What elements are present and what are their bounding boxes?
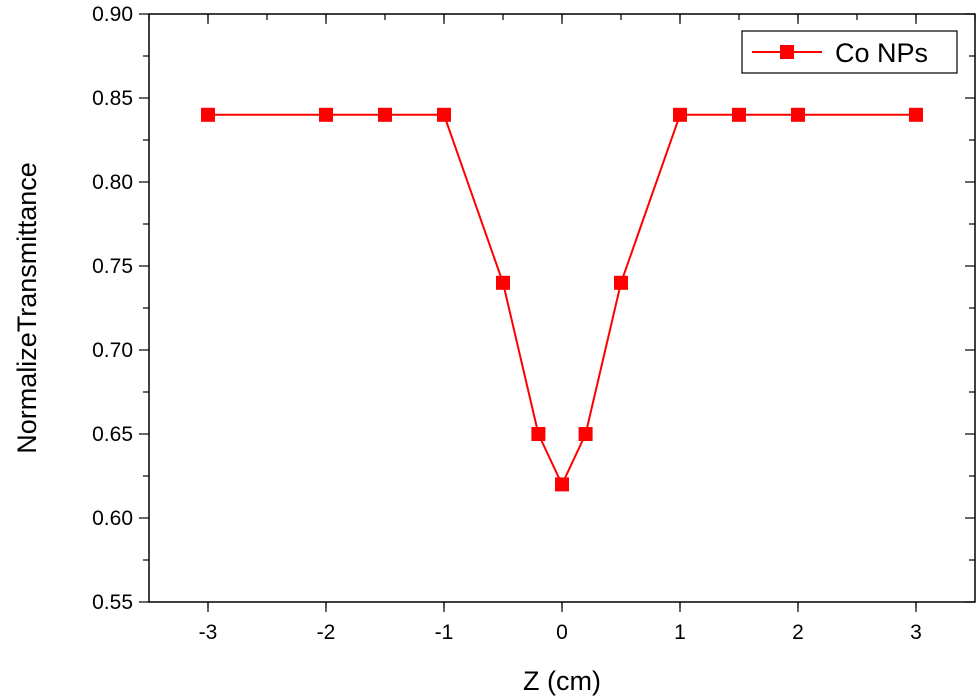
data-point: [319, 107, 333, 122]
x-tick-label: 3: [910, 621, 922, 644]
x-tick-label: -3: [199, 621, 218, 644]
x-axis: -3 -2 -1 0 1 2 3: [148, 14, 976, 644]
y-tick-label: 0.55: [92, 591, 133, 614]
legend-marker: [780, 45, 794, 59]
x-tick-label: 0: [556, 621, 568, 644]
y-tick-label: 0.70: [92, 339, 133, 362]
data-point: [673, 107, 687, 122]
plot-border: [148, 13, 976, 603]
x-tick-label: -2: [317, 621, 336, 644]
data-point: [614, 275, 628, 290]
x-tick-label: 2: [792, 621, 804, 644]
data-point: [732, 107, 746, 122]
data-point: [496, 275, 510, 290]
data-point: [555, 477, 569, 492]
series-layer: [201, 107, 923, 492]
y-tick-label: 0.60: [92, 507, 133, 530]
y-axis-title: NormalizeTransmittance: [12, 162, 42, 454]
plot-frame: [148, 13, 976, 603]
y-tick-label: 0.80: [92, 171, 133, 194]
x-tick-label: 1: [674, 621, 686, 644]
series-line: [208, 113, 916, 487]
data-point: [791, 107, 805, 122]
y-tick-label: 0.65: [92, 423, 133, 446]
y-tick-label: 0.75: [92, 255, 133, 278]
y-tick-label: 0.90: [92, 3, 133, 26]
data-point: [437, 107, 451, 122]
y-tick-label: 0.85: [92, 87, 133, 110]
legend-label: Co NPs: [835, 38, 928, 68]
y-axis: 0.55 0.60 0.65 0.70 0.75 0.80 0.85 0.90: [92, 3, 975, 614]
data-point: [201, 107, 215, 122]
x-axis-title: Z (cm): [523, 666, 601, 696]
data-point: [378, 107, 392, 122]
data-point: [531, 427, 546, 441]
legend: Co NPs: [741, 30, 958, 74]
data-point: [909, 107, 923, 122]
x-tick-label: -1: [435, 621, 454, 644]
data-point: [578, 427, 593, 441]
